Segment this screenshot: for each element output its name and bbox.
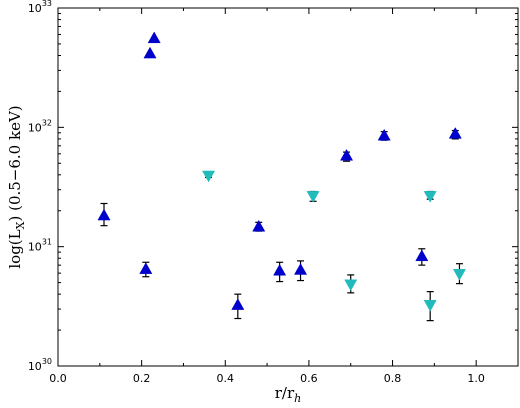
axis-ticks: 0.0 0.2 0.4 0.6 0.8 1.0 1030 1031 1032 1033	[28, 0, 519, 385]
data-point-triangle-down	[423, 191, 437, 203]
data-point-triangle-up	[231, 298, 245, 310]
y-tick-label: 1032	[28, 118, 52, 134]
y-axis-label: log(LX) (0.5−6.0 keV)	[6, 105, 27, 268]
plot-frame	[57, 7, 519, 367]
data-point-triangle-down	[202, 170, 216, 183]
axis-labels: r/rh log(LX) (0.5−6.0 keV)	[6, 105, 301, 405]
data-point-triangle-up	[252, 219, 266, 232]
data-point-triangle-down	[306, 191, 320, 203]
data-point-triangle-down	[452, 269, 466, 281]
x-tick-label: 1.0	[467, 372, 485, 385]
x-tick-label: 0.0	[49, 372, 67, 385]
x-tick-label: 0.2	[133, 372, 151, 385]
data-point-triangle-up	[294, 263, 308, 275]
y-tick-label: 1033	[28, 0, 52, 15]
data-point-triangle-up	[97, 208, 111, 221]
data-point-triangle-up	[340, 148, 354, 161]
x-tick-label: 0.4	[217, 372, 235, 385]
data-point-triangle-up	[147, 31, 161, 44]
data-point-triangle-down	[344, 279, 358, 292]
data-point-triangle-up	[143, 46, 157, 59]
x-tick-label: 0.8	[384, 372, 402, 385]
y-tick-label: 1030	[28, 357, 52, 373]
y-tick-label: 1031	[28, 238, 52, 254]
data-point-triangle-up	[139, 262, 153, 274]
data-point-triangle-up	[377, 128, 391, 141]
data-point-triangle-up	[415, 249, 429, 262]
data-markers	[97, 31, 466, 322]
x-tick-label: 0.6	[300, 372, 318, 385]
data-point-triangle-down	[423, 300, 437, 312]
data-point-triangle-up	[273, 263, 287, 276]
data-point-triangle-up	[448, 127, 462, 139]
x-axis-label: r/rh	[275, 384, 302, 405]
